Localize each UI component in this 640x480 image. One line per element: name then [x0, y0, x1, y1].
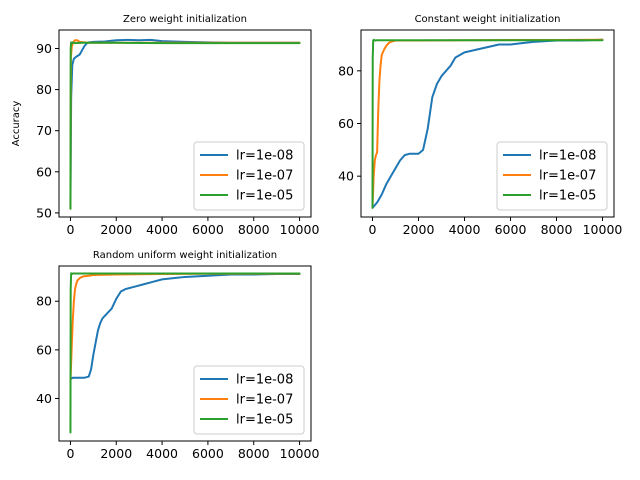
x-tick-label: 6000 — [192, 222, 224, 237]
series-line-lr-1e-05 — [371, 38, 604, 209]
x-tick-label: 2000 — [403, 222, 435, 237]
x-tick-label: 6000 — [495, 222, 527, 237]
x-tick-label: 8000 — [238, 446, 270, 461]
series-line-lr-1e-08 — [69, 273, 301, 381]
x-tick-label: 0 — [66, 446, 74, 461]
legend-entry: lr=1e-07 — [236, 393, 293, 408]
y-tick-label: 80 — [36, 294, 52, 309]
legend: lr=1e-08 lr=1e-07 lr=1e-05 — [193, 365, 305, 435]
x-tick-label: 10000 — [280, 222, 320, 237]
y-tick-label: 40 — [36, 391, 52, 406]
legend: lr=1e-08 lr=1e-07 lr=1e-05 — [496, 141, 608, 211]
x-tick-label: 10000 — [280, 446, 320, 461]
legend-entry: lr=1e-05 — [236, 413, 293, 428]
y-tick-label: 40 — [338, 169, 354, 184]
x-tick-label: 8000 — [541, 222, 573, 237]
x-tick-label: 6000 — [192, 446, 224, 461]
x-tick-label: 4000 — [449, 222, 481, 237]
y-tick-label: 70 — [36, 123, 52, 138]
x-tick-label: 10000 — [583, 222, 623, 237]
legend: lr=1e-08 lr=1e-07 lr=1e-05 — [193, 141, 305, 211]
x-tick-label: 8000 — [238, 222, 270, 237]
y-tick-label: 80 — [36, 82, 52, 97]
series-line-lr-1e-07 — [69, 272, 301, 383]
x-tick-label: 4000 — [146, 446, 178, 461]
subplot-random-uniform-init: Random uniform weight initialization 0 200… — [36, 250, 319, 461]
chart-title: Zero weight initialization — [123, 14, 247, 25]
x-tick-label: 2000 — [100, 446, 132, 461]
chart-title: Random uniform weight initialization — [93, 250, 277, 261]
y-tick-label: 80 — [338, 63, 354, 78]
legend-entry: lr=1e-05 — [236, 189, 293, 204]
x-tick-label: 0 — [66, 222, 74, 237]
x-tick-label: 2000 — [100, 222, 132, 237]
axes-frame — [58, 265, 312, 442]
legend-entry: lr=1e-07 — [539, 169, 596, 184]
legend-box — [193, 141, 305, 211]
y-tick-label: 60 — [36, 164, 52, 179]
axes-frame — [58, 29, 312, 218]
x-tick-label: 4000 — [146, 222, 178, 237]
x-tick-label: 0 — [369, 222, 377, 237]
chart-title: Constant weight initialization — [415, 14, 561, 25]
subplot-zero-init: Zero weight initialization Accuracy 0 2000 4… — [11, 14, 319, 237]
y-tick-label: 60 — [36, 342, 52, 357]
legend-entry: lr=1e-08 — [539, 149, 596, 164]
y-tick-label: 60 — [338, 116, 354, 131]
subplot-constant-init: Constant weight initialization 0 2000 4000 6… — [338, 14, 622, 237]
legend-entry: lr=1e-07 — [236, 169, 293, 184]
legend-entry: lr=1e-08 — [236, 149, 293, 164]
y-tick-label: 90 — [36, 41, 52, 56]
y-axis-label: Accuracy — [11, 101, 22, 147]
legend-entry: lr=1e-05 — [539, 189, 596, 204]
series-line-lr-1e-05 — [69, 41, 301, 210]
series-line-lr-1e-05 — [69, 272, 301, 434]
legend-box — [193, 365, 305, 435]
y-tick-label: 50 — [36, 205, 52, 220]
series-line-lr-1e-08 — [371, 38, 604, 209]
legend-box — [496, 141, 608, 211]
legend-entry: lr=1e-08 — [236, 373, 293, 388]
